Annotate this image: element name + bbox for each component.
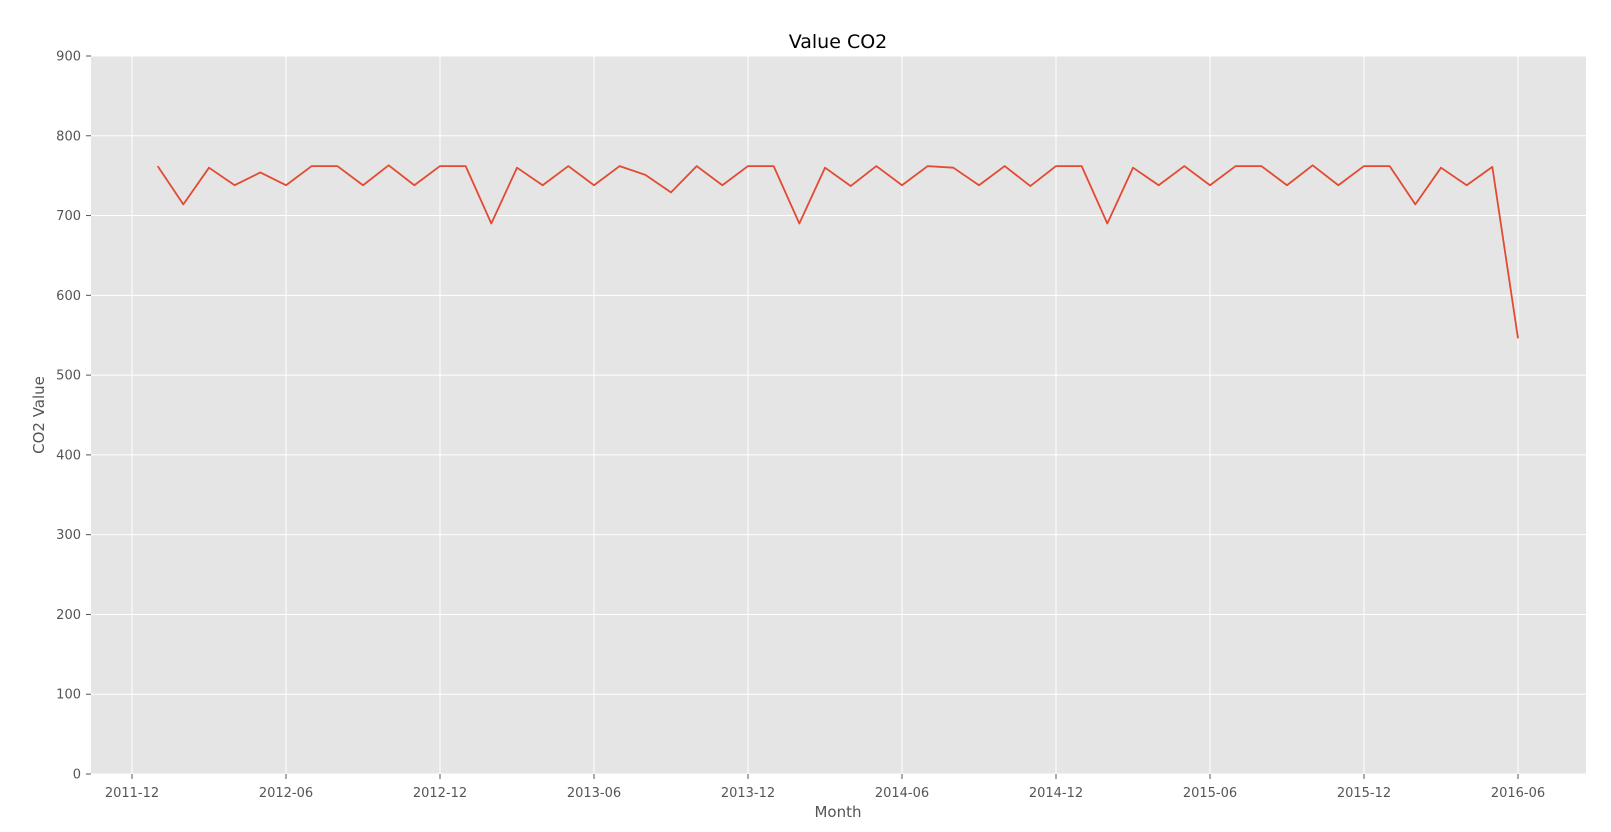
y-tick-label: 200 <box>56 608 81 623</box>
data-point <box>797 222 801 226</box>
plot-background <box>91 56 1586 774</box>
data-point <box>284 183 288 187</box>
data-point <box>1465 183 1469 187</box>
data-point <box>1157 183 1161 187</box>
data-point <box>1285 183 1289 187</box>
y-tick-label: 900 <box>56 50 81 65</box>
data-point <box>156 164 160 168</box>
data-point <box>1336 183 1340 187</box>
x-tick-label: 2014-06 <box>875 786 929 801</box>
data-point <box>1208 183 1212 187</box>
series-line <box>156 164 1519 339</box>
data-point <box>849 184 853 188</box>
data-point <box>1439 166 1443 170</box>
data-point <box>1234 164 1238 168</box>
data-point <box>1003 164 1007 168</box>
data-point <box>926 164 930 168</box>
y-tick-label: 600 <box>56 289 81 304</box>
data-point <box>258 170 262 174</box>
data-point <box>1054 164 1058 168</box>
data-point <box>618 164 622 168</box>
data-point <box>695 164 699 168</box>
data-point <box>489 222 493 226</box>
data-point <box>515 166 519 170</box>
data-point <box>951 166 955 170</box>
grid-lines <box>91 55 1586 775</box>
data-point <box>464 164 468 168</box>
data-point <box>900 183 904 187</box>
x-tick-label: 2013-12 <box>721 786 775 801</box>
data-point <box>541 183 545 187</box>
data-point <box>1388 164 1392 168</box>
data-point <box>1259 164 1263 168</box>
x-tick-label: 2014-12 <box>1029 786 1083 801</box>
data-point <box>335 164 339 168</box>
data-point <box>1311 163 1315 167</box>
x-tick-label: 2016-06 <box>1491 786 1545 801</box>
data-point <box>772 164 776 168</box>
data-point <box>387 163 391 167</box>
data-point <box>412 183 416 187</box>
data-point <box>207 166 211 170</box>
chart-title: Value CO2 <box>789 31 888 53</box>
data-point <box>746 164 750 168</box>
data-point <box>592 183 596 187</box>
data-point <box>643 173 647 177</box>
data-point <box>1028 184 1032 188</box>
y-tick-label: 0 <box>73 768 81 783</box>
data-point <box>1516 336 1520 340</box>
x-tick-label: 2013-06 <box>567 786 621 801</box>
x-axis-label: Month <box>814 803 861 821</box>
data-point <box>233 183 237 187</box>
data-point <box>1105 222 1109 226</box>
data-point <box>823 166 827 170</box>
data-point <box>1362 164 1366 168</box>
y-tick-label: 700 <box>56 209 81 224</box>
y-tick-label: 500 <box>56 369 81 384</box>
data-point <box>566 164 570 168</box>
data-point <box>669 190 673 194</box>
x-tick-label: 2012-06 <box>259 786 313 801</box>
data-point <box>1182 164 1186 168</box>
y-tick-label: 100 <box>56 688 81 703</box>
x-tick-label: 2012-12 <box>413 786 467 801</box>
data-point <box>1131 166 1135 170</box>
data-point <box>1080 164 1084 168</box>
data-point <box>181 202 185 206</box>
x-tick-label: 2011-12 <box>105 786 159 801</box>
data-point <box>720 183 724 187</box>
y-tick-label: 800 <box>56 129 81 144</box>
x-tick-label: 2015-12 <box>1337 786 1391 801</box>
data-point <box>1490 165 1494 169</box>
data-point <box>874 164 878 168</box>
y-tick-label: 300 <box>56 528 81 543</box>
y-tick-label: 400 <box>56 448 81 463</box>
data-point <box>361 183 365 187</box>
y-axis-label: CO2 Value <box>30 376 48 454</box>
data-point <box>310 164 314 168</box>
data-point <box>977 183 981 187</box>
axis-ticks: 0 100 200 300 400 500 600 700 800 900 2011-12 2012-… <box>56 50 1545 802</box>
data-point <box>1413 202 1417 206</box>
x-tick-label: 2015-06 <box>1183 786 1237 801</box>
data-point <box>438 164 442 168</box>
series-layer <box>156 163 1520 340</box>
